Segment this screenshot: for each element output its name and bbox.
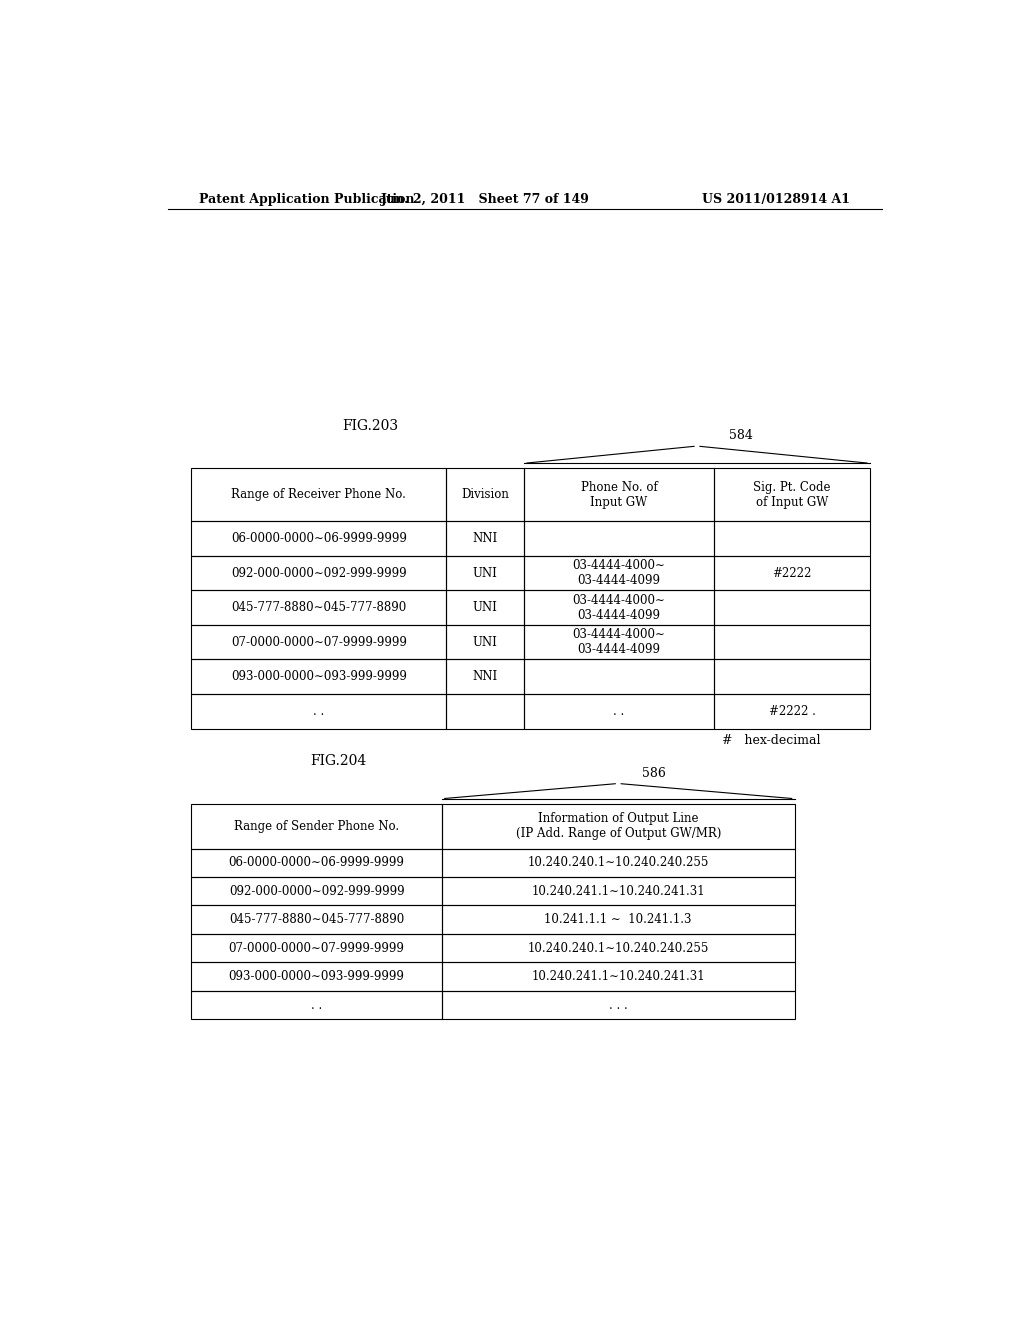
Bar [714, 469, 870, 521]
Text: Information of Output Line
(IP Add. Range of Output GW/MR): Information of Output Line (IP Add. Rang… [515, 812, 721, 840]
Bar [441, 804, 795, 849]
Text: Patent Application Publication: Patent Application Publication [200, 193, 415, 206]
Text: #   hex-decimal: # hex-decimal [722, 734, 820, 747]
Text: . .: . . [313, 705, 325, 718]
Text: 07-0000-0000∼07-9999-9999: 07-0000-0000∼07-9999-9999 [230, 636, 407, 648]
Bar [191, 962, 441, 991]
Text: Division: Division [461, 488, 509, 502]
Bar [445, 590, 524, 624]
Text: 06-0000-0000∼06-9999-9999: 06-0000-0000∼06-9999-9999 [230, 532, 407, 545]
Bar [191, 876, 441, 906]
Text: 03-4444-4000∼
03-4444-4099: 03-4444-4000∼ 03-4444-4099 [572, 594, 666, 622]
Text: UNI: UNI [472, 636, 498, 648]
Text: 093-000-0000∼093-999-9999: 093-000-0000∼093-999-9999 [228, 970, 404, 983]
Bar [441, 876, 795, 906]
Bar [524, 624, 714, 660]
Bar [714, 556, 870, 590]
Text: 093-000-0000∼093-999-9999: 093-000-0000∼093-999-9999 [230, 671, 407, 684]
Bar [445, 624, 524, 660]
Text: 07-0000-0000∼07-9999-9999: 07-0000-0000∼07-9999-9999 [228, 941, 404, 954]
Text: Range of Receiver Phone No.: Range of Receiver Phone No. [231, 488, 407, 502]
Text: Phone No. of
Input GW: Phone No. of Input GW [581, 480, 657, 508]
Bar [445, 694, 524, 729]
Bar [714, 590, 870, 624]
Bar [524, 694, 714, 729]
Text: Jun. 2, 2011   Sheet 77 of 149: Jun. 2, 2011 Sheet 77 of 149 [381, 193, 590, 206]
Bar [191, 521, 445, 556]
Bar [714, 624, 870, 660]
Text: . .: . . [613, 705, 625, 718]
Bar [441, 962, 795, 991]
Text: Range of Sender Phone No.: Range of Sender Phone No. [234, 820, 399, 833]
Bar [445, 521, 524, 556]
Bar [524, 469, 714, 521]
Bar [191, 906, 441, 935]
Text: 10.240.240.1∼10.240.240.255: 10.240.240.1∼10.240.240.255 [527, 941, 709, 954]
Bar [441, 935, 795, 962]
Text: 586: 586 [642, 767, 666, 780]
Text: 03-4444-4000∼
03-4444-4099: 03-4444-4000∼ 03-4444-4099 [572, 628, 666, 656]
Bar [191, 556, 445, 590]
Text: UNI: UNI [472, 601, 498, 614]
Bar [191, 469, 445, 521]
Bar [524, 521, 714, 556]
Text: UNI: UNI [472, 566, 498, 579]
Text: 584: 584 [729, 429, 753, 442]
Text: 10.240.240.1∼10.240.240.255: 10.240.240.1∼10.240.240.255 [527, 857, 709, 870]
Bar [714, 694, 870, 729]
Bar [524, 556, 714, 590]
Bar [441, 991, 795, 1019]
Text: US 2011/0128914 A1: US 2011/0128914 A1 [702, 193, 850, 206]
Bar [191, 991, 441, 1019]
Bar [191, 590, 445, 624]
Bar [445, 469, 524, 521]
Text: 06-0000-0000∼06-9999-9999: 06-0000-0000∼06-9999-9999 [228, 857, 404, 870]
Bar [191, 624, 445, 660]
Text: 092-000-0000∼092-999-9999: 092-000-0000∼092-999-9999 [230, 566, 407, 579]
Bar [191, 849, 441, 876]
Text: FIG.203: FIG.203 [342, 418, 398, 433]
Bar [441, 849, 795, 876]
Text: 03-4444-4000∼
03-4444-4099: 03-4444-4000∼ 03-4444-4099 [572, 560, 666, 587]
Text: NNI: NNI [472, 671, 498, 684]
Text: 092-000-0000∼092-999-9999: 092-000-0000∼092-999-9999 [228, 884, 404, 898]
Bar [191, 694, 445, 729]
Bar [191, 804, 441, 849]
Text: 045-777-8880∼045-777-8890: 045-777-8880∼045-777-8890 [231, 601, 407, 614]
Text: 10.240.241.1∼10.240.241.31: 10.240.241.1∼10.240.241.31 [531, 970, 705, 983]
Text: #2222: #2222 [772, 566, 812, 579]
Text: . . .: . . . [609, 998, 628, 1011]
Text: 045-777-8880∼045-777-8890: 045-777-8880∼045-777-8890 [229, 913, 404, 927]
Bar [445, 556, 524, 590]
Text: 10.241.1.1 ∼  10.241.1.3: 10.241.1.1 ∼ 10.241.1.3 [545, 913, 692, 927]
Bar [714, 521, 870, 556]
Bar [191, 660, 445, 694]
Text: #2222 .: #2222 . [769, 705, 815, 718]
Text: Sig. Pt. Code
of Input GW: Sig. Pt. Code of Input GW [754, 480, 830, 508]
Text: . .: . . [311, 998, 323, 1011]
Bar [191, 935, 441, 962]
Bar [524, 590, 714, 624]
Text: FIG.204: FIG.204 [310, 754, 367, 768]
Bar [445, 660, 524, 694]
Bar [524, 660, 714, 694]
Bar [441, 906, 795, 935]
Bar [714, 660, 870, 694]
Text: NNI: NNI [472, 532, 498, 545]
Text: 10.240.241.1∼10.240.241.31: 10.240.241.1∼10.240.241.31 [531, 884, 705, 898]
